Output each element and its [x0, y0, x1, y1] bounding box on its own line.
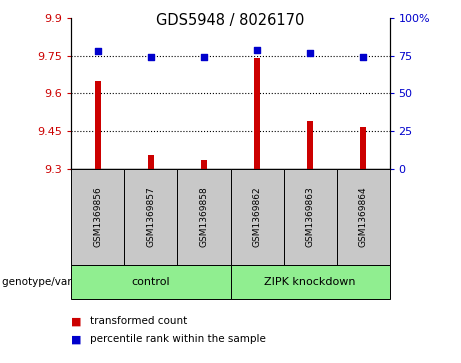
- Text: control: control: [132, 277, 170, 287]
- Bar: [307, 121, 313, 169]
- Text: GDS5948 / 8026170: GDS5948 / 8026170: [156, 13, 305, 28]
- Text: transformed count: transformed count: [90, 316, 187, 326]
- Text: GSM1369864: GSM1369864: [359, 187, 367, 247]
- Point: [306, 50, 313, 56]
- Point: [254, 47, 261, 53]
- Bar: [360, 127, 366, 169]
- Text: ■: ■: [71, 334, 82, 344]
- Text: GSM1369863: GSM1369863: [306, 187, 314, 247]
- Bar: [148, 155, 154, 169]
- Text: percentile rank within the sample: percentile rank within the sample: [90, 334, 266, 344]
- Bar: [254, 58, 260, 169]
- Text: GSM1369857: GSM1369857: [147, 187, 155, 247]
- Point: [359, 54, 366, 60]
- Text: genotype/variation ▶: genotype/variation ▶: [2, 277, 112, 287]
- Text: GSM1369858: GSM1369858: [200, 187, 208, 247]
- Text: GSM1369856: GSM1369856: [94, 187, 102, 247]
- Text: ■: ■: [71, 316, 82, 326]
- Text: GSM1369862: GSM1369862: [253, 187, 261, 247]
- Bar: [201, 160, 207, 169]
- Point: [94, 48, 101, 54]
- Point: [148, 54, 155, 60]
- Point: [200, 54, 207, 60]
- Bar: [95, 81, 101, 169]
- Text: ZIPK knockdown: ZIPK knockdown: [264, 277, 356, 287]
